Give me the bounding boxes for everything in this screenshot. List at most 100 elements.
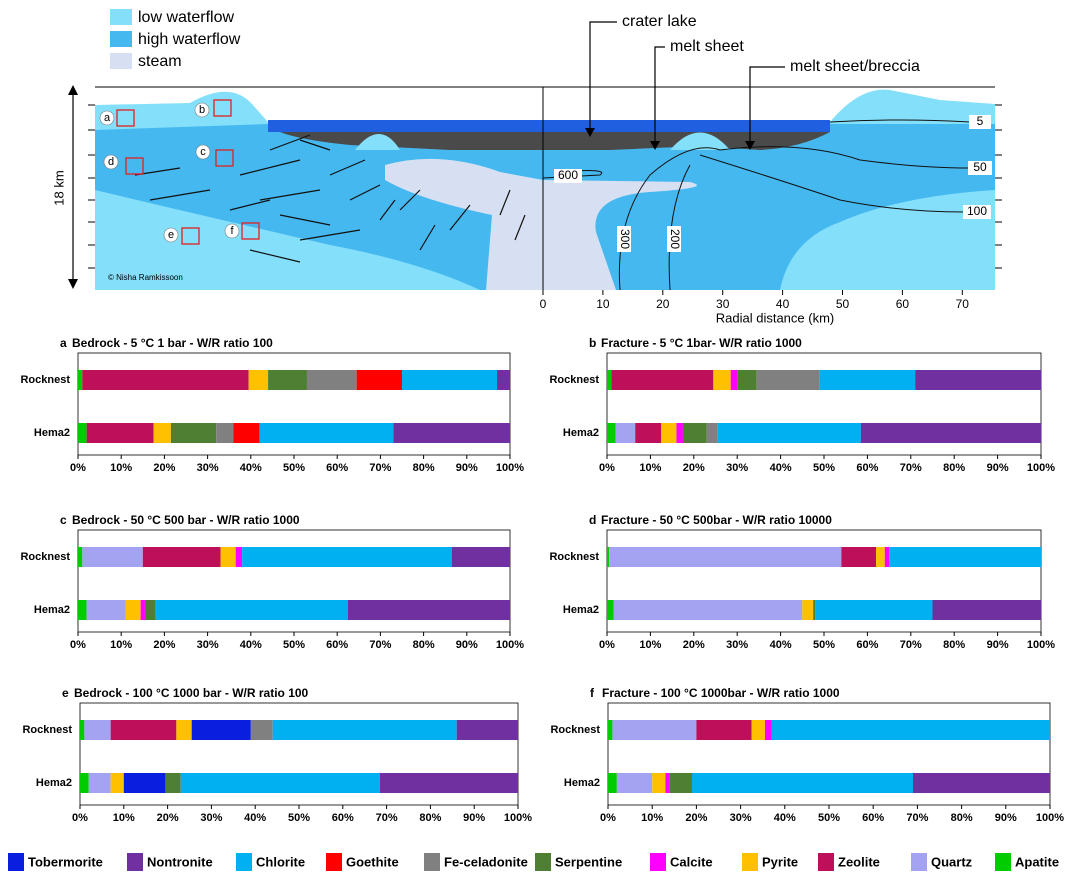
bar-segment: Quartz <box>82 547 143 567</box>
site-label: a <box>104 112 111 124</box>
bar-segment: Fe-celadonite <box>250 720 273 740</box>
y-tick-label: Rocknest <box>20 374 70 386</box>
x-tick-label: 40% <box>240 462 262 474</box>
bar-segment: Serpentine <box>669 773 692 793</box>
x-tick-label: 60% <box>326 639 348 651</box>
bar-segment: Tobermorite <box>123 773 166 793</box>
x-tick-label: 30% <box>197 462 219 474</box>
x-tick-label: 100% <box>496 639 524 651</box>
site-label: b <box>199 104 205 116</box>
bar-segment: Calcite <box>140 600 145 620</box>
x-tick-label: 70% <box>369 639 391 651</box>
legend-swatch <box>818 853 834 871</box>
x-tick-label: 50 <box>836 297 850 311</box>
contour-label: 300 <box>618 229 632 249</box>
x-tick-label: 50% <box>283 639 305 651</box>
legend-label: Chlorite <box>256 854 305 869</box>
x-tick-label: 80% <box>413 639 435 651</box>
x-tick-label: 20% <box>153 462 175 474</box>
y-tick-label: Rocknest <box>550 724 600 736</box>
x-tick-label: 100% <box>496 462 524 474</box>
bar-segment: Pyrite <box>153 423 171 443</box>
legend-label: Quartz <box>931 854 973 869</box>
bar-segment: Calcite <box>676 423 683 443</box>
x-tick-label: 0% <box>600 812 616 824</box>
legend-swatch <box>110 53 132 69</box>
x-tick-label: 10% <box>639 462 661 474</box>
steam <box>385 158 697 290</box>
bar-segment: Apatite <box>80 720 85 740</box>
bar-segment: Chlorite <box>402 370 498 390</box>
legend-label: Zeolite <box>838 854 880 869</box>
bar-segment: Calcite <box>764 720 772 740</box>
x-tick-label: 60% <box>862 812 884 824</box>
legend-swatch <box>995 853 1011 871</box>
bar-segment: Nontronite <box>393 423 510 443</box>
bar-segment: Chlorite <box>180 773 381 793</box>
y-tick-label: Rocknest <box>20 551 70 563</box>
bar-segment: Apatite <box>608 773 617 793</box>
bar-segment: Quartz <box>84 720 111 740</box>
x-tick-label: 30% <box>726 462 748 474</box>
bar-segment: Chlorite <box>272 720 457 740</box>
x-tick-label: 20% <box>683 639 705 651</box>
legend-swatch <box>236 853 252 871</box>
legend-swatch <box>650 853 666 871</box>
x-tick-label: 90% <box>987 639 1009 651</box>
x-tick-label: 20 <box>656 297 670 311</box>
x-tick-label: 70% <box>900 639 922 651</box>
x-tick-label: 10% <box>639 639 661 651</box>
legend-label: Pyrite <box>762 854 798 869</box>
y-tick-label: Hema2 <box>36 777 72 789</box>
x-tick-label: 10% <box>113 812 135 824</box>
y-tick-label: Hema2 <box>34 604 70 616</box>
x-tick-label: 70% <box>900 462 922 474</box>
bar-segment: Nontronite <box>348 600 510 620</box>
callout: crater lake <box>622 13 697 30</box>
x-tick-label: 90% <box>456 639 478 651</box>
bar-segment: Apatite <box>78 600 87 620</box>
bar-segment: Quartz <box>86 600 126 620</box>
bar-segment: Nontronite <box>932 600 1041 620</box>
bar-segment: Chlorite <box>242 547 452 567</box>
bar-segment: Chlorite <box>691 773 913 793</box>
site-label: e <box>168 229 174 241</box>
bar-segment: Fe-celadonite <box>306 370 357 390</box>
x-axis-label: Radial distance (km) <box>716 310 835 325</box>
legend-label: Serpentine <box>555 854 622 869</box>
bar-segment: Zeolite <box>142 547 221 567</box>
bar-segment: Serpentine <box>165 773 181 793</box>
panel-letter: c <box>60 513 67 527</box>
bar-segment: Nontronite <box>912 773 1050 793</box>
bar-segment: Nontronite <box>451 547 510 567</box>
bar-segment: Nontronite <box>915 370 1041 390</box>
panel-letter: d <box>589 513 596 527</box>
bar-segment: Quartz <box>88 773 111 793</box>
crater-lake <box>268 120 830 132</box>
x-tick-label: 20% <box>153 639 175 651</box>
bar-segment: Chlorite <box>771 720 1050 740</box>
bar-segment: Pyrite <box>110 773 124 793</box>
x-tick-label: 50% <box>813 639 835 651</box>
legend-swatch <box>424 853 440 871</box>
y-tick-label: Hema2 <box>563 604 599 616</box>
bar-segment: Apatite <box>607 600 614 620</box>
x-tick-label: 100% <box>1027 462 1055 474</box>
x-tick-label: 70% <box>376 812 398 824</box>
y-tick-label: Rocknest <box>549 551 599 563</box>
bar-segment: Apatite <box>607 370 612 390</box>
site-label: d <box>108 156 114 168</box>
chart-title: Fracture - 100 °C 1000bar - W/R ratio 10… <box>602 686 840 700</box>
bar-segment: Goethite <box>233 423 260 443</box>
legend-label: steam <box>138 53 182 70</box>
bar-segment: Pyrite <box>176 720 192 740</box>
x-tick-label: 60% <box>332 812 354 824</box>
bar-segment: Fe-celadonite <box>756 370 820 390</box>
bar-segment: Chlorite <box>717 423 861 443</box>
x-tick-label: 60% <box>856 462 878 474</box>
x-tick-label: 90% <box>456 462 478 474</box>
bar-segment: Chlorite <box>815 600 933 620</box>
bar-segment: Zeolite <box>841 547 877 567</box>
contour-label: 5 <box>977 114 984 128</box>
